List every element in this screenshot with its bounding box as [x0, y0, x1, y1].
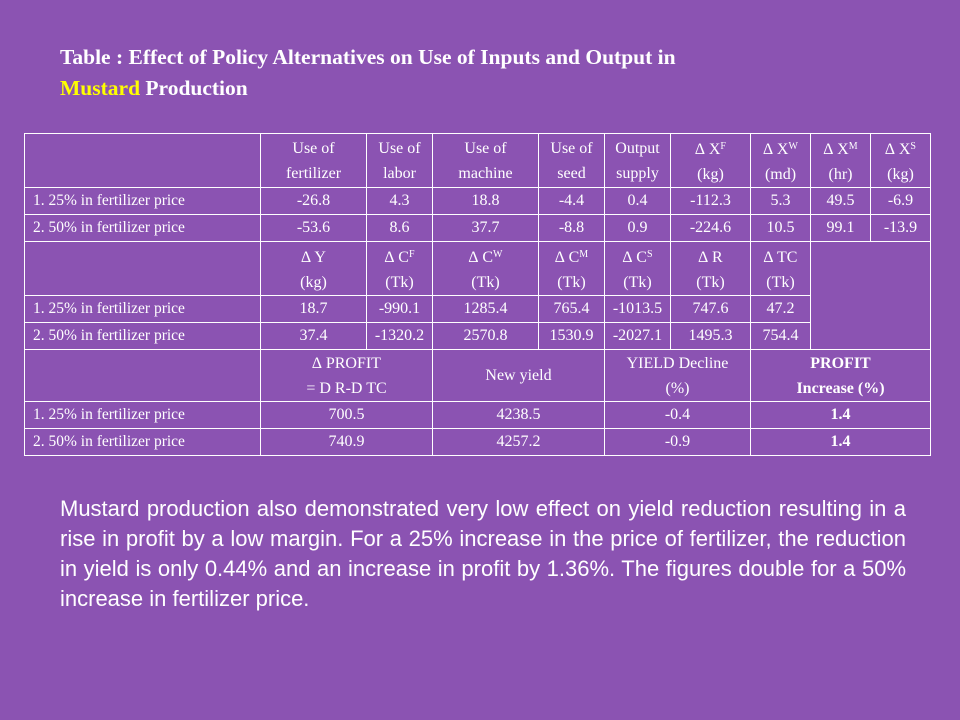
table-cell: 37.4 [260, 322, 367, 350]
table-cell: -0.9 [604, 428, 751, 456]
table-cell: -26.8 [260, 187, 367, 215]
delta-header: ∆ XW (md) [750, 133, 811, 188]
delta-header: ∆ Y (kg) [260, 241, 367, 296]
delta-header: ∆ TC (Tk) [750, 241, 811, 296]
table-cell: 47.2 [750, 295, 811, 323]
table-cell: 765.4 [538, 295, 605, 323]
column-header: Use of labor [366, 133, 433, 188]
section1-header-row: Use of fertilizer Use of labor Use of machi… [24, 133, 931, 188]
row-label: 1. 25% in fertilizer price [24, 187, 261, 215]
row-label: 1. 25% in fertilizer price [24, 295, 261, 323]
delta-header: ∆ CW (Tk) [432, 241, 539, 296]
row-label: 2. 50% in fertilizer price [24, 214, 261, 242]
table-cell: 99.1 [810, 214, 871, 242]
table-cell: 49.5 [810, 187, 871, 215]
column-header: Use of seed [538, 133, 605, 188]
empty-cell [810, 241, 931, 350]
table-cell: 5.3 [750, 187, 811, 215]
table-cell: 740.9 [260, 428, 433, 456]
column-header: Use of fertilizer [260, 133, 367, 188]
table-cell: -4.4 [538, 187, 605, 215]
title-highlight: Mustard [60, 76, 141, 100]
table-cell: 18.8 [432, 187, 539, 215]
section3-header-row: ∆ PROFIT = D R-D TC New yield YIELD Decli… [24, 349, 931, 402]
delta-header: ∆ XF (kg) [670, 133, 751, 188]
table-cell: -13.9 [870, 214, 931, 242]
table-row: 1. 25% in fertilizer price 18.7 -990.1 1… [24, 295, 931, 323]
policy-effects-table: Use of fertilizer Use of labor Use of machi… [24, 133, 931, 456]
yield-decline-header: YIELD Decline (%) [604, 349, 751, 402]
column-header: Use of machine [432, 133, 539, 188]
table-cell: -6.9 [870, 187, 931, 215]
table-cell: 1495.3 [670, 322, 751, 350]
delta-header: ∆ R (Tk) [670, 241, 751, 296]
title-suffix: Production [140, 76, 248, 100]
table-cell: 0.9 [604, 214, 671, 242]
table-cell: 754.4 [750, 322, 811, 350]
table-cell: -0.4 [604, 401, 751, 429]
table-row: 1. 25% in fertilizer price 700.5 4238.5 … [24, 401, 931, 429]
delta-header: ∆ CS (Tk) [604, 241, 671, 296]
table-cell: -1320.2 [366, 322, 433, 350]
table-cell: 1285.4 [432, 295, 539, 323]
table-cell: 700.5 [260, 401, 433, 429]
table-cell: -1013.5 [604, 295, 671, 323]
table-cell: 1.4 [750, 401, 931, 429]
table-row: 2. 50% in fertilizer price 37.4 -1320.2 … [24, 322, 931, 350]
empty-header-cell [24, 349, 261, 402]
table-cell: 4.3 [366, 187, 433, 215]
profit-increase-header: PROFIT Increase (%) [750, 349, 931, 402]
table-title: Table : Effect of Policy Alternatives on… [60, 42, 920, 104]
new-yield-header: New yield [432, 349, 605, 402]
table-cell: 18.7 [260, 295, 367, 323]
row-label: 1. 25% in fertilizer price [24, 401, 261, 429]
delta-header: ∆ CM (Tk) [538, 241, 605, 296]
table-cell: 37.7 [432, 214, 539, 242]
summary-paragraph: Mustard production also demonstrated ver… [60, 496, 906, 611]
empty-header-cell [24, 241, 261, 296]
table-cell: -8.8 [538, 214, 605, 242]
table-cell: 4257.2 [432, 428, 605, 456]
table-cell: 2570.8 [432, 322, 539, 350]
title-prefix: Table : Effect of Policy Alternatives on… [60, 45, 676, 69]
table-cell: 8.6 [366, 214, 433, 242]
column-header: Output supply [604, 133, 671, 188]
empty-header-cell [24, 133, 261, 188]
table-row: 2. 50% in fertilizer price -53.6 8.6 37.… [24, 214, 931, 242]
table-cell: 0.4 [604, 187, 671, 215]
delta-header: ∆ XS (kg) [870, 133, 931, 188]
table-cell: -224.6 [670, 214, 751, 242]
table-row: 2. 50% in fertilizer price 740.9 4257.2 … [24, 428, 931, 456]
table-cell: 10.5 [750, 214, 811, 242]
delta-header: ∆ XM (hr) [810, 133, 871, 188]
profit-header: ∆ PROFIT = D R-D TC [260, 349, 433, 402]
table-cell: 747.6 [670, 295, 751, 323]
table-cell: -53.6 [260, 214, 367, 242]
section2-header-row: ∆ Y (kg) ∆ CF (Tk) ∆ CW (Tk) ∆ CM (Tk) ∆ CS(… [24, 241, 931, 350]
table-cell: 1.4 [750, 428, 931, 456]
table-cell: -990.1 [366, 295, 433, 323]
delta-header: ∆ CF (Tk) [366, 241, 433, 296]
table-cell: 4238.5 [432, 401, 605, 429]
table-cell: -2027.1 [604, 322, 671, 350]
row-label: 2. 50% in fertilizer price [24, 322, 261, 350]
row-label: 2. 50% in fertilizer price [24, 428, 261, 456]
table-row: 1. 25% in fertilizer price -26.8 4.3 18.… [24, 187, 931, 215]
table-cell: -112.3 [670, 187, 751, 215]
table-cell: 1530.9 [538, 322, 605, 350]
